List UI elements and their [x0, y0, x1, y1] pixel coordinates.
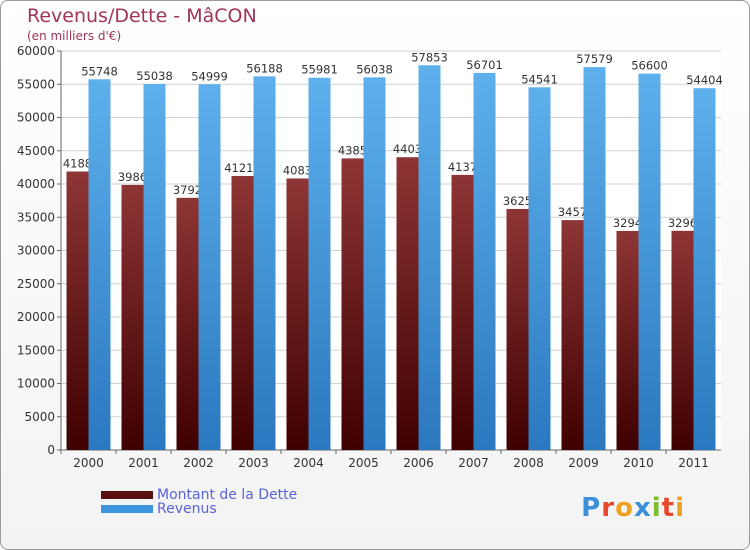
bar-dette: [561, 220, 584, 450]
x-tick-label: 2000: [73, 456, 104, 470]
data-label-revenus: 54999: [191, 69, 228, 83]
y-tick-label: 55000: [17, 77, 55, 91]
data-label-dette: 3457: [558, 205, 587, 219]
y-tick-label: 5000: [24, 410, 55, 424]
y-tick-label: 35000: [17, 210, 55, 224]
y-tick-label: 50000: [17, 111, 55, 125]
bar-dette: [66, 171, 89, 451]
x-tick-label: 2006: [403, 456, 434, 470]
legend-swatch-debt: [101, 491, 153, 499]
legend-item-debt: Montant de la Dette: [101, 487, 298, 503]
data-label-revenus: 56188: [246, 61, 283, 75]
bar-dette: [451, 174, 474, 450]
data-label-revenus: 56701: [466, 58, 503, 72]
data-label-dette: 4083: [283, 163, 312, 177]
legend-label-debt: Montant de la Dette: [157, 487, 298, 503]
legend-swatch-revenus: [101, 505, 153, 513]
data-label-revenus: 57579: [576, 52, 613, 66]
data-label-revenus: 55038: [136, 69, 173, 83]
data-label-dette: 3986: [118, 170, 147, 184]
bar-revenus: [418, 65, 441, 450]
bar-revenus: [583, 67, 606, 451]
x-tick-label: 2001: [128, 456, 159, 470]
x-tick-label: 2008: [513, 456, 544, 470]
legend-item-revenus: Revenus: [101, 501, 217, 517]
bar-dette: [231, 175, 254, 451]
chart-subtitle: (en milliers d'€): [27, 29, 122, 43]
data-label-dette: 4403: [393, 142, 422, 156]
y-tick-label: 60000: [17, 44, 55, 58]
y-tick-label: 30000: [17, 244, 55, 258]
x-tick-label: 2004: [293, 456, 324, 470]
data-label-revenus: 54541: [521, 72, 558, 86]
bar-dette: [341, 158, 364, 450]
data-label-dette: 3294: [613, 216, 642, 230]
x-tick-label: 2010: [623, 456, 654, 470]
x-tick-label: 2007: [458, 456, 489, 470]
bar-revenus: [528, 87, 551, 450]
y-tick-label: 20000: [17, 310, 55, 324]
data-label-revenus: 56600: [631, 59, 668, 73]
data-label-dette: 41210: [224, 161, 261, 175]
data-label-dette: 4385: [338, 143, 367, 157]
bar-revenus: [473, 72, 496, 450]
bar-dette: [506, 208, 529, 450]
bar-revenus: [308, 77, 331, 450]
data-label-dette: 4137: [448, 160, 477, 174]
x-tick-label: 2003: [238, 456, 269, 470]
chart-title: Revenus/Dette - MâCON: [27, 5, 257, 27]
bar-revenus: [363, 77, 386, 451]
y-tick-label: 15000: [17, 343, 55, 357]
bar-dette: [616, 230, 639, 450]
bar-revenus: [693, 88, 716, 450]
bar-revenus: [253, 76, 276, 451]
data-label-revenus: 54404: [686, 73, 723, 87]
data-label-revenus: 55981: [301, 63, 338, 77]
bar-dette: [176, 197, 199, 450]
y-tick-label: 25000: [17, 277, 55, 291]
data-label-revenus: 57853: [411, 50, 448, 64]
x-tick-label: 2009: [568, 456, 599, 470]
x-tick-label: 2011: [678, 456, 709, 470]
y-tick-label: 45000: [17, 144, 55, 158]
bar-dette: [121, 184, 144, 450]
data-label-dette: 3792: [173, 183, 202, 197]
bar-dette: [286, 178, 309, 450]
data-label-revenus: 56038: [356, 62, 393, 76]
y-tick-label: 40000: [17, 177, 55, 191]
data-label-dette: 4188: [63, 156, 92, 170]
data-label-revenus: 55748: [81, 64, 118, 78]
legend-label-revenus: Revenus: [157, 501, 217, 517]
data-label-dette: 3296: [668, 216, 697, 230]
y-tick-label: 10000: [17, 377, 55, 391]
x-tick-label: 2002: [183, 456, 214, 470]
proxiti-logo: Proxiti: [581, 493, 685, 523]
x-tick-label: 2005: [348, 456, 379, 470]
bar-revenus: [638, 73, 661, 451]
bar-dette: [396, 157, 419, 450]
bar-revenus: [143, 83, 166, 450]
data-label-dette: 3625: [503, 194, 532, 208]
y-tick-label: 0: [47, 443, 55, 457]
bar-dette: [671, 230, 694, 450]
bar-revenus: [88, 79, 111, 450]
bar-revenus: [198, 84, 221, 450]
